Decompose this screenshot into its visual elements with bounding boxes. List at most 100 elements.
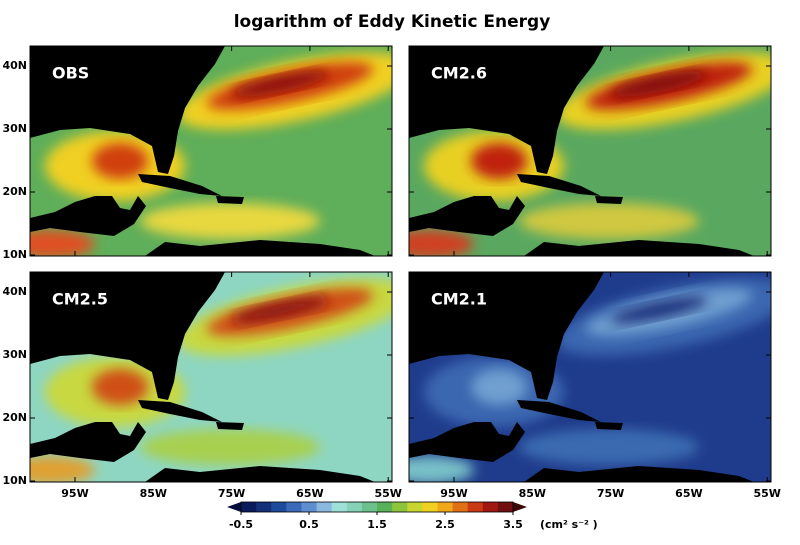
land — [517, 174, 601, 196]
lat-label: 20N — [2, 185, 27, 198]
stream-core — [231, 296, 329, 324]
map-panel: CM2.5 10N 20N 30N 40N 95W 85W 75W 65W 55W — [2, 271, 402, 500]
colorbar-tick-label: 1.5 — [367, 518, 387, 531]
lon-label: 65W — [296, 487, 323, 500]
lon-label: 95W — [61, 487, 88, 500]
lon-label: 95W — [440, 487, 467, 500]
colorbar-swatch — [452, 502, 469, 512]
land — [30, 46, 225, 174]
map-content — [409, 272, 771, 482]
map-content — [409, 46, 771, 256]
gulf-core — [92, 143, 148, 179]
pacific — [30, 456, 95, 482]
land — [216, 196, 244, 204]
colorbar-tick-label: 0.5 — [299, 518, 319, 531]
stream-core — [231, 70, 329, 98]
land — [595, 422, 623, 430]
colorbar-swatch — [241, 502, 257, 512]
map-panel: CM2.1 95W 85W 75W 65W 55W — [408, 271, 781, 500]
colorbar-extend-high — [513, 502, 527, 512]
land — [30, 422, 146, 462]
map-panel: OBS 10N 20N 30N 40N — [2, 45, 393, 261]
colorbar-extend-low — [227, 502, 241, 512]
lat-label: 30N — [2, 122, 27, 135]
land — [524, 240, 754, 256]
map-content — [30, 272, 392, 482]
lon-label: 55W — [374, 487, 401, 500]
land — [145, 240, 375, 256]
panels: OBS 10N 20N 30N 40N CM2.6 CM2.5 10N 20N 30N 40N 95W… — [2, 45, 781, 500]
caribbean — [519, 429, 699, 465]
land — [138, 174, 222, 196]
lon-label: 85W — [519, 487, 546, 500]
colorbar-tick-label: 2.5 — [435, 518, 455, 531]
panel-frame — [29, 45, 393, 257]
panel-label: CM2.6 — [431, 64, 487, 83]
map-panel: CM2.6 — [408, 45, 772, 257]
lat-label: 40N — [2, 59, 27, 72]
stream-core — [610, 296, 708, 324]
lat-label: 20N — [2, 411, 27, 424]
colorbar-swatch — [346, 502, 363, 512]
land — [216, 422, 244, 430]
colorbar-swatch — [361, 502, 378, 512]
land — [595, 196, 623, 204]
colorbar-swatch — [497, 502, 514, 512]
pacific — [409, 230, 474, 256]
caribbean — [140, 203, 320, 239]
caribbean — [140, 429, 320, 465]
land — [409, 272, 604, 400]
land — [409, 46, 604, 174]
lon-label: 65W — [675, 487, 702, 500]
colorbar-tick-label: 3.5 — [503, 518, 523, 531]
panel-label: OBS — [52, 64, 89, 83]
land — [409, 422, 525, 462]
land — [524, 466, 754, 482]
land — [30, 196, 146, 236]
colorbar-swatch — [467, 502, 484, 512]
panel-label: CM2.5 — [52, 290, 108, 309]
colorbar-swatch — [301, 502, 318, 512]
map-content — [30, 46, 392, 256]
colorbar-swatch — [331, 502, 348, 512]
panel-frame — [408, 45, 772, 257]
land — [138, 400, 222, 422]
pacific — [409, 456, 474, 482]
colorbar-swatch — [377, 502, 393, 512]
colorbar-swatch — [316, 502, 333, 512]
gulf-core — [471, 369, 527, 405]
gulf-core — [92, 369, 148, 405]
lat-label: 10N — [2, 248, 27, 261]
colorbar-swatch — [392, 502, 408, 512]
colorbar-swatch — [482, 502, 499, 512]
lon-label: 85W — [140, 487, 167, 500]
panel-label: CM2.1 — [431, 290, 487, 309]
colorbar-unit: (cm² s⁻² ) — [540, 518, 598, 531]
land — [145, 466, 375, 482]
colorbar-swatch — [422, 502, 438, 512]
lon-label: 75W — [218, 487, 245, 500]
colorbar-swatch — [437, 502, 454, 512]
colorbar: -0.5 0.5 1.5 2.5 3.5 (cm² s⁻² ) — [227, 501, 598, 531]
figure-title: logarithm of Eddy Kinetic Energy — [234, 12, 551, 32]
land — [30, 272, 225, 400]
lat-label: 30N — [2, 348, 27, 361]
colorbar-swatch — [271, 502, 287, 512]
lat-label: 40N — [2, 285, 27, 298]
lon-label: 55W — [753, 487, 780, 500]
colorbar-swatch — [286, 502, 302, 512]
colorbar-swatch — [407, 502, 423, 512]
panel-frame — [29, 271, 393, 483]
land — [517, 400, 601, 422]
stream-core — [610, 70, 708, 98]
colorbar-swatch — [256, 502, 272, 512]
lat-label: 10N — [2, 474, 27, 487]
lon-label: 75W — [597, 487, 624, 500]
panel-frame — [408, 271, 772, 483]
pacific — [30, 230, 95, 256]
caribbean — [519, 203, 699, 239]
gulf-core — [471, 143, 527, 179]
land — [409, 196, 525, 236]
colorbar-tick-label: -0.5 — [229, 518, 253, 531]
